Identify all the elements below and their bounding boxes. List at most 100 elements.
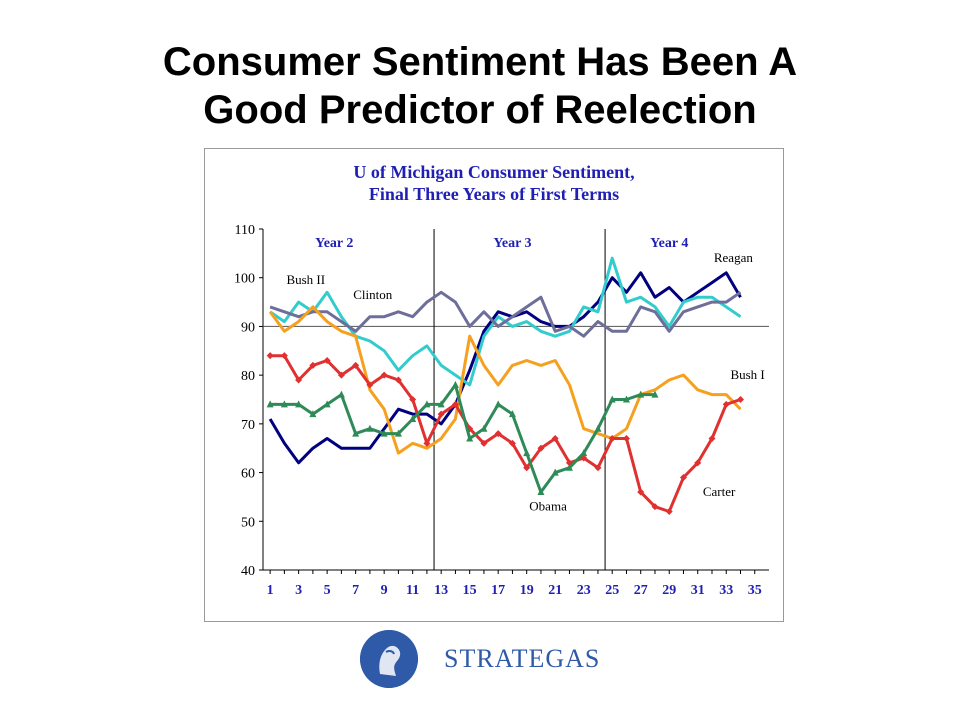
data-point-obama [366, 424, 374, 432]
x-tick-label: 17 [491, 583, 505, 598]
data-point-carter [651, 503, 659, 511]
data-point-obama [266, 400, 274, 408]
series-line-reagan [268, 271, 742, 465]
series-label-bush-ii: Bush II [286, 272, 325, 287]
series-line-obama [270, 383, 655, 494]
x-tick-label: 33 [719, 583, 733, 598]
data-point-carter [352, 361, 360, 369]
slide-title-line-1: Consumer Sentiment Has Been A [162, 40, 798, 84]
data-point-obama [423, 400, 431, 408]
data-point-carter [323, 357, 331, 365]
series-line-carter [270, 354, 741, 513]
data-point-carter [380, 371, 388, 379]
y-tick-label: 110 [235, 223, 255, 238]
data-point-carter [608, 434, 616, 442]
data-point-obama [466, 434, 474, 442]
data-point-carter [694, 459, 702, 467]
x-tick-label: 1 [267, 583, 274, 598]
data-point-obama [580, 449, 588, 457]
data-point-carter [409, 396, 417, 403]
data-point-obama [608, 395, 616, 403]
y-tick-label: 90 [241, 320, 255, 335]
data-point-obama [551, 468, 559, 476]
data-point-obama [637, 390, 645, 398]
data-point-obama [622, 395, 630, 403]
data-point-carter [594, 464, 602, 472]
data-point-obama [651, 390, 659, 398]
x-tick-label: 5 [324, 583, 331, 598]
y-tick-label: 60 [241, 467, 255, 482]
data-point-obama [323, 400, 331, 408]
x-tick-label: 25 [605, 583, 619, 598]
data-point-carter [637, 488, 645, 496]
x-tick-label: 35 [748, 583, 762, 598]
x-tick-label: 27 [634, 583, 648, 598]
year-label: Year 3 [493, 236, 531, 251]
strategas-emblem-icon [360, 630, 418, 688]
strategas-wordmark: STRATEGAS [444, 644, 601, 673]
data-point-carter [622, 434, 630, 442]
chart-title: U of Michigan Consumer Sentiment, Final … [205, 161, 783, 205]
data-point-obama [451, 380, 459, 388]
x-tick-label: 15 [463, 583, 477, 598]
data-point-obama [380, 429, 388, 437]
data-point-carter [537, 444, 545, 452]
slide-title: Consumer Sentiment Has Been A Good Predi… [0, 38, 960, 134]
slide-title-line-2: Good Predictor of Reelection [203, 88, 757, 132]
chart-title-line-1: U of Michigan Consumer Sentiment, [353, 162, 635, 182]
series-label-reagan: Reagan [714, 250, 753, 265]
data-point-carter [708, 434, 716, 442]
data-point-carter [451, 400, 459, 408]
x-tick-label: 23 [577, 583, 591, 598]
data-point-carter [423, 439, 431, 447]
data-point-carter [736, 396, 744, 403]
series-label-clinton: Clinton [353, 287, 393, 302]
data-point-obama [337, 390, 345, 398]
x-tick-label: 13 [434, 583, 448, 598]
data-point-obama [565, 463, 573, 471]
data-point-carter [722, 400, 730, 408]
x-tick-label: 7 [352, 583, 359, 598]
chart-title-line-2: Final Three Years of First Terms [368, 184, 620, 204]
data-point-carter [280, 352, 288, 360]
strategas-logo: STRATEGAS [360, 630, 599, 690]
data-point-obama [409, 414, 417, 422]
chart-frame: U of Michigan Consumer Sentiment, Final … [204, 148, 784, 622]
data-point-obama [480, 424, 488, 432]
data-point-carter [309, 361, 317, 369]
data-point-carter [394, 376, 402, 384]
y-tick-label: 100 [234, 272, 255, 287]
data-point-obama [295, 400, 303, 408]
y-tick-label: 50 [241, 515, 255, 530]
data-point-obama [309, 410, 317, 418]
data-point-obama [523, 449, 531, 457]
series-label-bush-i: Bush I [730, 367, 764, 382]
data-point-carter [551, 434, 559, 442]
year-label: Year 2 [315, 236, 353, 251]
x-tick-label: 19 [520, 583, 534, 598]
data-point-carter [665, 508, 673, 516]
data-point-obama [537, 488, 545, 496]
series-label-obama: Obama [529, 499, 567, 514]
data-point-carter [679, 473, 687, 481]
series-line-bush-i [268, 305, 742, 455]
data-point-carter [437, 410, 445, 418]
data-point-obama [437, 400, 445, 408]
series-line-clinton [269, 290, 742, 338]
x-tick-label: 21 [548, 583, 562, 598]
data-point-carter [295, 376, 303, 384]
data-point-carter [494, 430, 502, 438]
series-label-carter: Carter [703, 484, 736, 499]
x-tick-label: 3 [295, 583, 302, 598]
y-tick-label: 40 [241, 564, 255, 579]
data-point-obama [280, 400, 288, 408]
data-point-obama [594, 424, 602, 432]
data-point-carter [480, 439, 488, 447]
data-point-carter [523, 464, 531, 472]
x-tick-label: 31 [691, 583, 705, 598]
data-point-obama [394, 429, 402, 437]
data-point-carter [366, 381, 374, 389]
data-point-carter [508, 439, 516, 447]
year-label: Year 4 [650, 236, 688, 251]
